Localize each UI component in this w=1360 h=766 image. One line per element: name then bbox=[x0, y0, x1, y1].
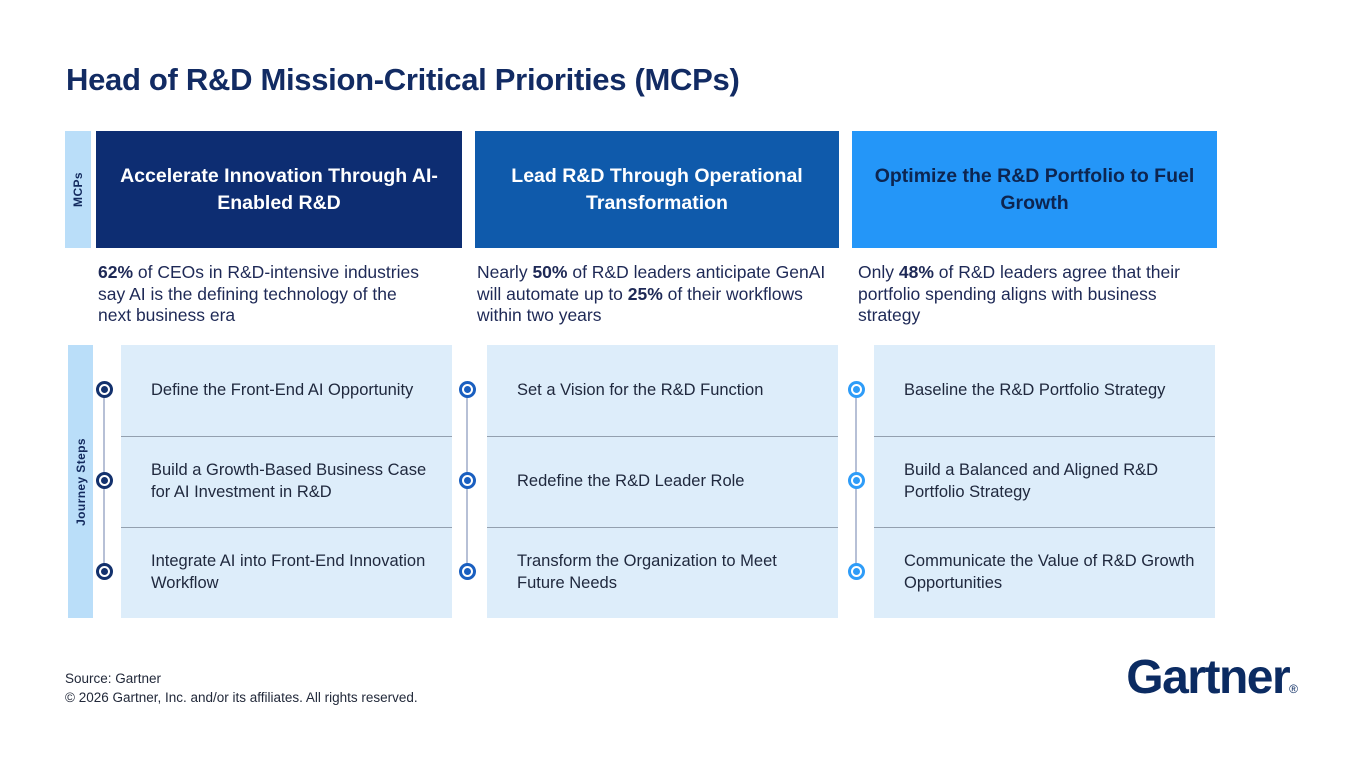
source-text: Source: Gartner bbox=[65, 671, 162, 686]
step-bullet-icon bbox=[848, 472, 865, 489]
stat-segment: of their workflows within two years bbox=[477, 283, 803, 326]
journey-step: Redefine the R&D Leader Role bbox=[487, 436, 838, 527]
journey-axis-strip: Journey Steps bbox=[68, 345, 93, 618]
priority-header-operational-transformation: Lead R&D Through Operational Transformat… bbox=[475, 131, 839, 248]
bullet-dot-icon bbox=[101, 477, 108, 484]
journey-step: Integrate AI into Front-End Innovation W… bbox=[121, 527, 452, 618]
journey-axis-label: Journey Steps bbox=[73, 437, 88, 526]
stat-text-col3: Only 48% of R&D leaders agree that their… bbox=[858, 262, 1200, 327]
priority-header-ai-enabled-rd: Accelerate Innovation Through AI-Enabled… bbox=[96, 131, 462, 248]
step-bullet-icon bbox=[848, 381, 865, 398]
stat-bold: 25% bbox=[627, 283, 663, 304]
journey-step: Build a Growth-Based Business Case for A… bbox=[121, 436, 452, 527]
step-bullet-icon bbox=[96, 563, 113, 580]
stat-segment: Only bbox=[858, 262, 899, 282]
stat-text-col2: Nearly 50% of R&D leaders anticipate Gen… bbox=[477, 262, 839, 327]
page-title: Head of R&D Mission-Critical Priorities … bbox=[66, 62, 740, 97]
step-bullet-icon bbox=[459, 472, 476, 489]
journey-steps-col1: Define the Front-End AI Opportunity Buil… bbox=[121, 345, 452, 618]
footer-source-block: Source: Gartner © 2026 Gartner, Inc. and… bbox=[65, 670, 418, 707]
journey-step: Define the Front-End AI Opportunity bbox=[121, 345, 452, 436]
stat-segment: of CEOs in R&D-intensive industries say … bbox=[98, 262, 419, 326]
bullet-dot-icon bbox=[853, 477, 860, 484]
stat-bold: 62% bbox=[98, 262, 134, 282]
stat-segment: of R&D leaders agree that their portfoli… bbox=[858, 262, 1180, 326]
stat-bold: 50% bbox=[532, 262, 568, 282]
gartner-logo-text: Gartner bbox=[1126, 651, 1290, 704]
mcps-axis-label: MCPs bbox=[71, 172, 85, 207]
bullet-dot-icon bbox=[464, 386, 471, 393]
journey-step: Transform the Organization to Meet Futur… bbox=[487, 527, 838, 618]
bullet-dot-icon bbox=[464, 477, 471, 484]
step-bullet-icon bbox=[96, 472, 113, 489]
gartner-logo: Gartner® bbox=[1126, 651, 1298, 705]
journey-step: Set a Vision for the R&D Function bbox=[487, 345, 838, 436]
step-bullet-icon bbox=[848, 563, 865, 580]
journey-step: Baseline the R&D Portfolio Strategy bbox=[874, 345, 1215, 436]
bullet-dot-icon bbox=[464, 568, 471, 575]
journey-step: Communicate the Value of R&D Growth Oppo… bbox=[874, 527, 1215, 618]
copyright-text: © 2026 Gartner, Inc. and/or its affiliat… bbox=[65, 689, 418, 705]
step-bullet-icon bbox=[96, 381, 113, 398]
priority-header-portfolio-growth: Optimize the R&D Portfolio to Fuel Growt… bbox=[852, 131, 1217, 248]
bullet-dot-icon bbox=[853, 386, 860, 393]
bullet-dot-icon bbox=[101, 386, 108, 393]
journey-steps-col3: Baseline the R&D Portfolio Strategy Buil… bbox=[874, 345, 1215, 618]
stat-segment: of R&D leaders anticipate GenAI will aut… bbox=[477, 262, 826, 304]
stat-text-col1: 62% of CEOs in R&D-intensive industries … bbox=[98, 262, 434, 327]
step-bullet-icon bbox=[459, 381, 476, 398]
journey-steps-col2: Set a Vision for the R&D Function Redefi… bbox=[487, 345, 838, 618]
journey-step: Build a Balanced and Aligned R&D Portfol… bbox=[874, 436, 1215, 527]
bullet-dot-icon bbox=[853, 568, 860, 575]
stat-bold: 48% bbox=[898, 262, 934, 282]
step-bullet-icon bbox=[459, 563, 476, 580]
bullet-dot-icon bbox=[101, 568, 108, 575]
registered-trademark-icon: ® bbox=[1289, 682, 1298, 696]
mcps-axis-strip: MCPs bbox=[65, 131, 91, 248]
stat-segment: Nearly bbox=[477, 262, 533, 282]
